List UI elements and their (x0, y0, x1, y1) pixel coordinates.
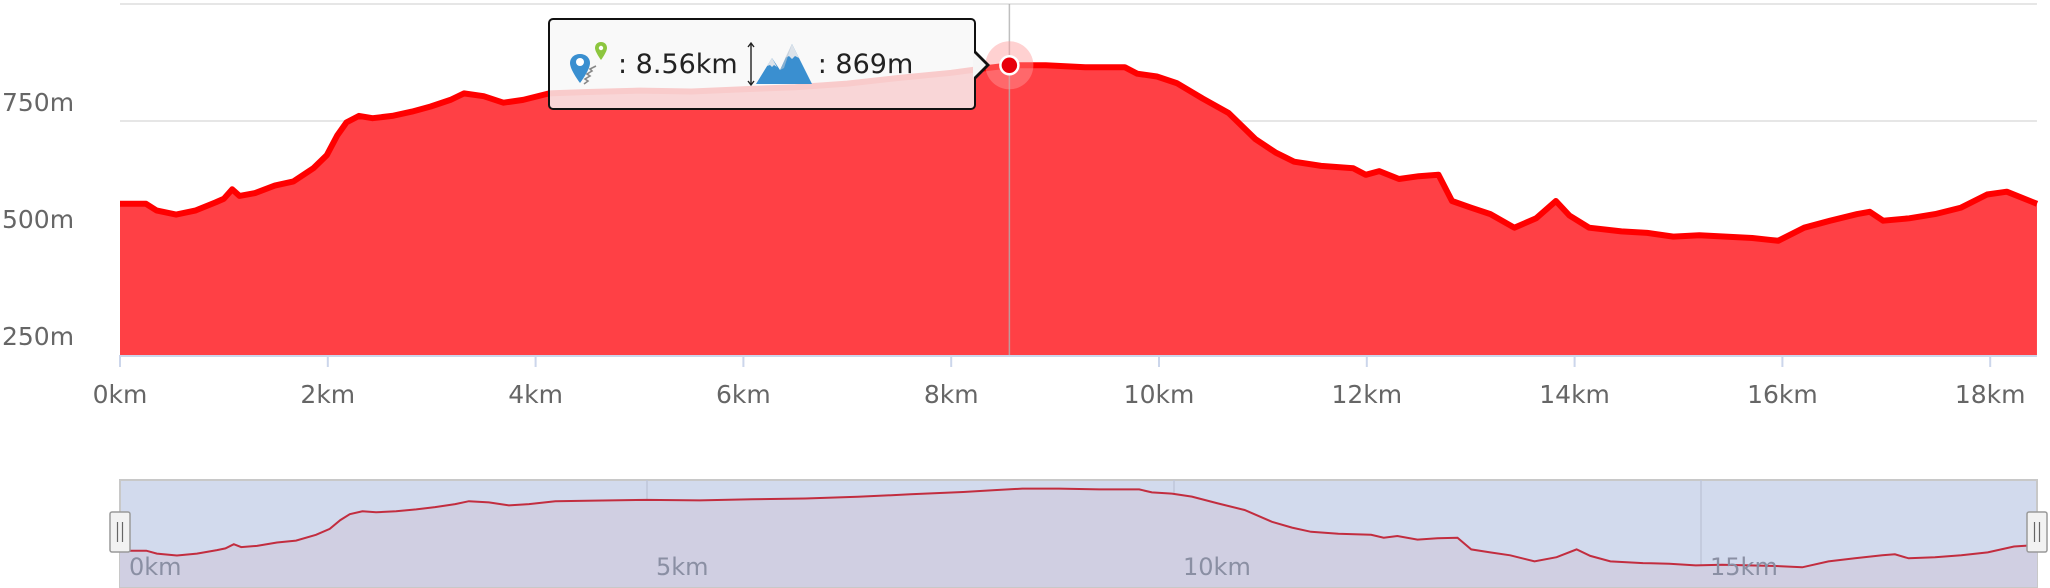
x-tick-label: 12km (1331, 380, 1402, 409)
tooltip-elevation: : 869m (817, 48, 914, 80)
navigator-handle-right[interactable] (2026, 511, 2048, 553)
handle-body[interactable] (2026, 511, 2048, 553)
x-tick-label: 4km (508, 380, 563, 409)
hover-marker (999, 55, 1020, 76)
navigator-area (120, 488, 2037, 587)
tooltip: : 8.56km : 869m (548, 18, 990, 110)
x-tick-label: 2km (300, 380, 355, 409)
x-tick-label: 10km (1124, 380, 1195, 409)
elevation-line (120, 62, 2039, 244)
y-axis: 250m 500m 750m (2, 88, 74, 351)
elevation-area (120, 62, 2039, 356)
x-tick-label: 16km (1747, 380, 1818, 409)
x-tick-label: 14km (1539, 380, 1610, 409)
map-pins-icon (570, 42, 607, 85)
hover-layer (985, 4, 1034, 355)
navigator-tick-label: 15km (1710, 553, 1778, 581)
navigator-tick-label: 0km (129, 553, 182, 581)
tooltip-arrow (973, 50, 990, 80)
navigator-tick-label: 5km (656, 553, 709, 581)
elevation-arrow-icon (747, 41, 755, 87)
x-tick-label: 0km (93, 380, 148, 409)
mountain-icon (755, 44, 812, 84)
navigator-handle-left[interactable] (109, 511, 131, 553)
y-tick-label: 250m (2, 322, 74, 351)
navigator[interactable]: 0km 5km 10km 15km (109, 479, 2048, 588)
handle-body[interactable] (109, 511, 131, 553)
navigator-line (120, 487, 2038, 569)
x-tick-label: 6km (716, 380, 771, 409)
area-fill (120, 65, 2037, 356)
tooltip-distance: : 8.56km (618, 48, 738, 80)
x-tick-label: 18km (1955, 380, 2026, 409)
y-tick-label: 500m (2, 205, 74, 234)
y-tick-label: 750m (2, 88, 74, 117)
x-axis: 0km 2km 4km 6km 8km 10km 12km 14km 16km 18km (93, 355, 2037, 409)
navigator-tick-label: 10km (1183, 553, 1251, 581)
x-tick-label: 8km (924, 380, 979, 409)
